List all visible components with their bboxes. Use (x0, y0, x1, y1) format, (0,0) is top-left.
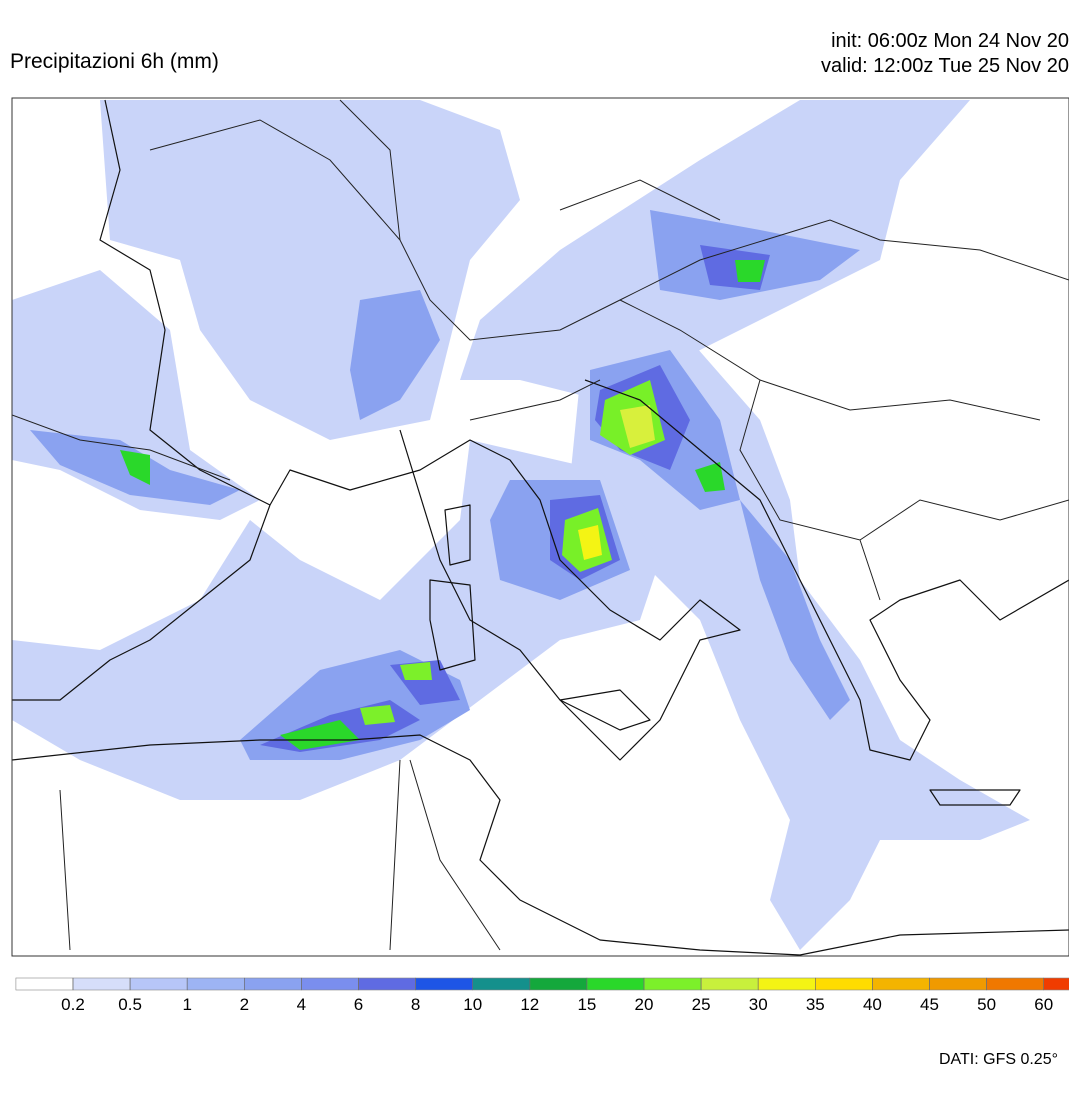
map (12, 98, 1069, 956)
color-box (244, 977, 302, 991)
colorbar-label: 4 (297, 995, 306, 1014)
color-box (643, 977, 702, 991)
color-box (186, 977, 245, 991)
precip-cores (120, 260, 765, 750)
color-box (586, 977, 645, 991)
colorbar-label: 40 (863, 995, 882, 1014)
color-box (872, 977, 930, 991)
colorbar-label: 30 (749, 995, 768, 1014)
colorbar-label: 12 (520, 995, 539, 1014)
colorbar-label: 0.5 (118, 995, 142, 1014)
data-source: DATI: GFS 0.25° (939, 1051, 1058, 1068)
colorbar-label: 10 (463, 995, 482, 1014)
color-box (15, 977, 74, 991)
colorbar-label: 45 (920, 995, 939, 1014)
color-box (814, 977, 873, 991)
colorbar-label: 8 (411, 995, 420, 1014)
colorbar-label: 60 (1034, 995, 1053, 1014)
colorbar-label: 1 (182, 995, 191, 1014)
map-frame (11, 97, 1069, 957)
colorbar-label: 0.2 (61, 995, 85, 1014)
colorbar-label: 2 (240, 995, 249, 1014)
init-time: init: 06:00z Mon 24 Nov 20 (831, 30, 1069, 52)
colorbar-label: 25 (692, 995, 711, 1014)
color-box (358, 977, 416, 991)
color-box (415, 977, 474, 991)
color-box (129, 977, 188, 991)
colorbar-label: 15 (577, 995, 596, 1014)
color-box (757, 977, 816, 991)
colorbar-label: 35 (806, 995, 825, 1014)
colorbar-label: 50 (977, 995, 996, 1014)
color-box (472, 977, 531, 991)
valid-time: valid: 12:00z Tue 25 Nov 20 (821, 55, 1069, 77)
color-box (529, 977, 588, 991)
color-box (72, 977, 131, 991)
colorbar-label: 20 (635, 995, 654, 1014)
color-box (301, 977, 359, 991)
map-title: Precipitazioni 6h (mm) (10, 50, 219, 73)
color-box (986, 977, 1044, 991)
color-box (700, 977, 759, 991)
coastlines (12, 99, 1069, 956)
color-box (1043, 977, 1069, 991)
colorbar-label: 6 (354, 995, 363, 1014)
color-box (929, 977, 987, 991)
colorbar: 0.2 0.5 1 2 4 6 8 10 12 15 20 25 30 35 40 45 50 60 (15, 977, 1069, 1014)
